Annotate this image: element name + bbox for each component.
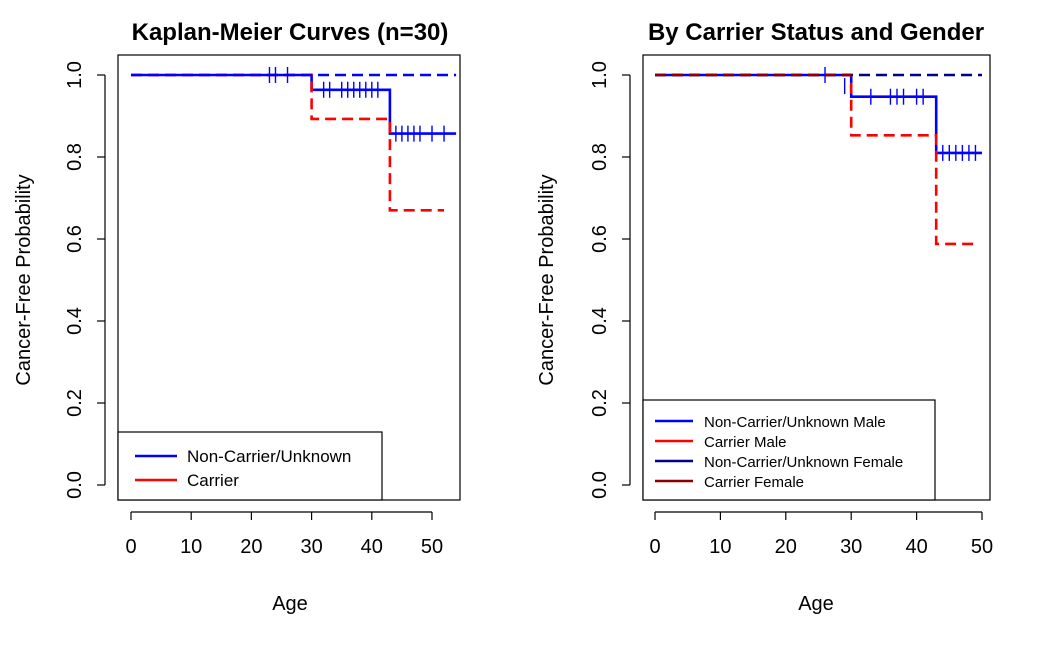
- x-tick-label: 40: [361, 536, 383, 558]
- left-panel: Kaplan-Meier Curves (n=30) 0 10 20 30 40 50 0.0…: [13, 19, 461, 615]
- x-tick-label: 40: [905, 536, 927, 558]
- legend-box: [117, 431, 383, 501]
- x-axis-label: Age: [272, 593, 308, 615]
- series-line-non-carrier-unknown: [131, 73, 457, 135]
- y-tick-label: 0.6: [589, 225, 611, 253]
- y-tick-label: 0.8: [64, 143, 86, 171]
- legend-label: Carrier Female: [704, 474, 804, 491]
- chart-title: By Carrier Status and Gender: [648, 19, 984, 46]
- x-tick-label: 30: [840, 536, 862, 558]
- series-line-carrier: [131, 73, 444, 212]
- y-axis-label: Cancer-Free Probability: [536, 174, 558, 385]
- y-tick-label: 1.0: [589, 61, 611, 89]
- legend-label: Non-Carrier/Unknown Female: [704, 454, 903, 471]
- x-tick-label: 10: [180, 536, 202, 558]
- y-axis-label: Cancer-Free Probability: [13, 174, 35, 385]
- right-panel: By Carrier Status and Gender 0 10 20 30 40 50 0…: [536, 19, 993, 615]
- x-tick-label: 30: [300, 536, 322, 558]
- y-tick-label: 0.4: [589, 307, 611, 335]
- y-tick-label: 0.0: [64, 471, 86, 499]
- x-tick-label: 0: [649, 536, 660, 558]
- y-tick-label: 0.6: [64, 225, 86, 253]
- x-tick-label: 0: [125, 536, 136, 558]
- y-tick-label: 0.8: [589, 143, 611, 171]
- series-line-carrier-male: [655, 73, 976, 246]
- x-axis-label: Age: [798, 593, 834, 615]
- y-tick-label: 1.0: [64, 61, 86, 89]
- legend-label: Non-Carrier/Unknown Male: [704, 414, 886, 431]
- y-tick-label: 0.2: [589, 389, 611, 417]
- x-tick-label: 10: [709, 536, 731, 558]
- legend-box: [642, 399, 936, 501]
- legend-label: Non-Carrier/Unknown: [187, 447, 351, 466]
- series-line-non-carrier-unknown-male: [655, 73, 982, 155]
- x-tick-label: 50: [971, 536, 993, 558]
- legend-label: Carrier Male: [704, 434, 787, 451]
- y-tick-label: 0.2: [64, 389, 86, 417]
- x-tick-label: 50: [421, 536, 443, 558]
- x-tick-label: 20: [775, 536, 797, 558]
- chart-title: Kaplan-Meier Curves (n=30): [132, 19, 449, 46]
- legend-label: Carrier: [187, 471, 239, 490]
- y-tick-label: 0.4: [64, 307, 86, 335]
- x-tick-label: 20: [240, 536, 262, 558]
- y-tick-label: 0.0: [589, 471, 611, 499]
